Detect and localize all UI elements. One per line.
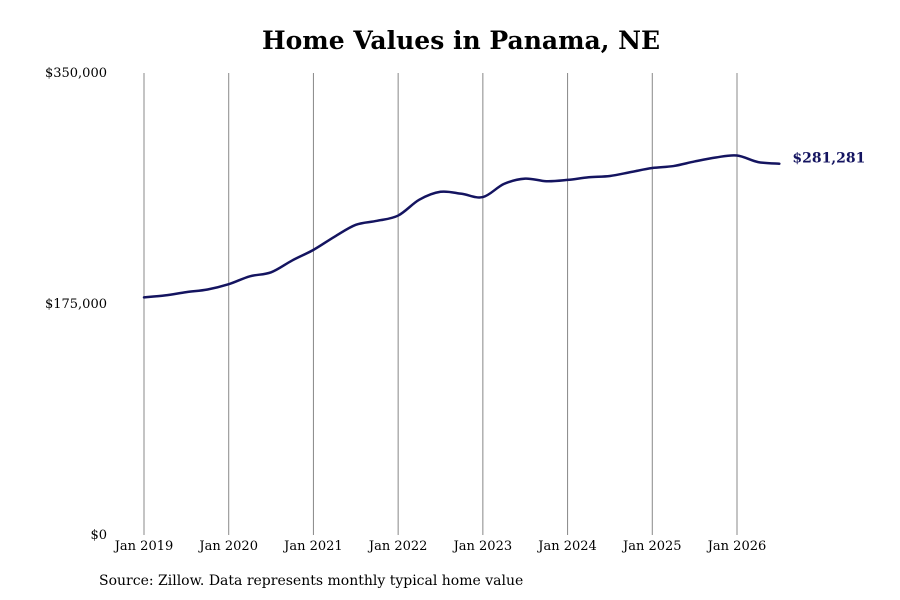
x-tick-label: Jan 2019 — [113, 539, 174, 554]
x-tick-label: Jan 2023 — [452, 539, 513, 554]
y-tick-label: $0 — [90, 528, 107, 543]
x-tick-label: Jan 2021 — [282, 539, 343, 554]
y-axis-ticks: $0 $175,000 $350,000 — [45, 66, 107, 543]
series-lines — [142, 154, 781, 299]
value-labels: $281,281 — [792, 151, 865, 167]
y-tick-label: $175,000 — [45, 297, 107, 312]
y-tick-label: $350,000 — [45, 66, 107, 81]
x-axis-ticks: Jan 2019 Jan 2020 Jan 2021 Jan 2022 Jan 2023… — [113, 539, 767, 554]
x-tick-label: Jan 2024 — [536, 539, 597, 554]
chart-title: Home Values in Panama, NE — [261, 26, 661, 55]
source-note: Source: Zillow. Data represents monthly … — [99, 573, 524, 589]
x-tick-label: Jan 2026 — [706, 539, 767, 554]
x-tick-label: Jan 2020 — [197, 539, 258, 554]
series-line — [142, 154, 781, 299]
x-tick-label: Jan 2025 — [621, 539, 682, 554]
x-tick-label: Jan 2022 — [367, 539, 428, 554]
gridlines — [143, 73, 738, 535]
last-value-label: $281,281 — [792, 151, 865, 167]
